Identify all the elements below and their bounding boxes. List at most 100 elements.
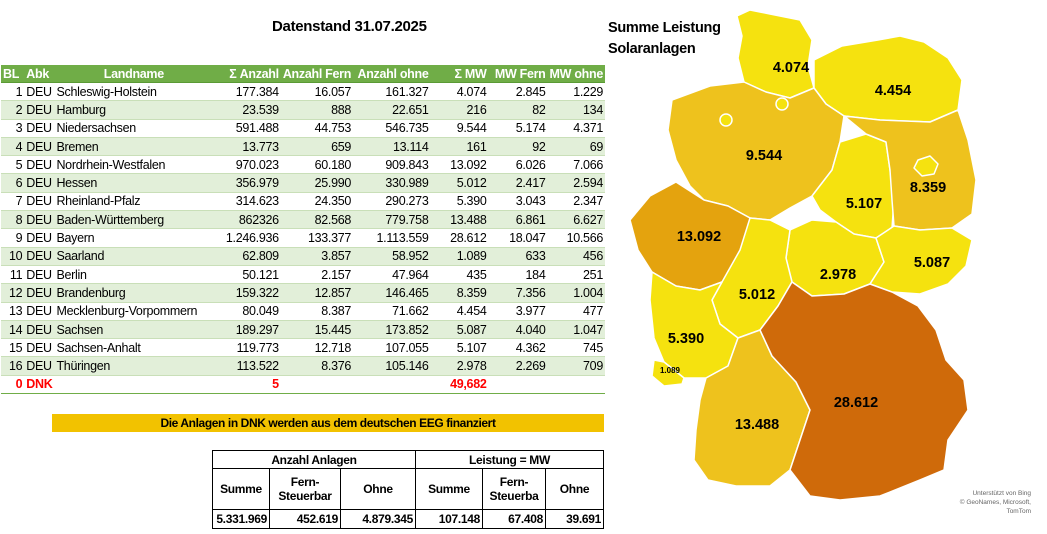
table-cell: DEU xyxy=(24,119,55,138)
summary-col-fern: Fern-Steuerbar xyxy=(269,468,341,510)
map-credit-sources: © GeoNames, Microsoft, TomTom xyxy=(959,499,1031,515)
table-cell: 970.023 xyxy=(213,155,281,175)
table-cell: 16 xyxy=(1,356,25,376)
table-cell: 15.445 xyxy=(280,320,354,340)
table-cell: 2.594 xyxy=(547,173,605,193)
table-cell: DEU xyxy=(24,155,55,175)
table-cell: Schleswig-Holstein xyxy=(54,82,214,102)
table-cell: 23.539 xyxy=(213,100,281,120)
table-cell: 60.180 xyxy=(280,155,354,175)
column-header: BL xyxy=(1,65,25,83)
table-cell: 546.735 xyxy=(353,119,431,138)
table-cell: 1.004 xyxy=(547,283,605,303)
summary-value: 4.879.345 xyxy=(340,509,416,529)
table-cell: 3.043 xyxy=(488,192,548,212)
table-cell: 3.857 xyxy=(280,247,354,266)
table-cell: 2.417 xyxy=(488,173,548,193)
table-cell: 5.012 xyxy=(430,173,489,193)
map-region-hamburg xyxy=(775,97,789,111)
summary-group-count: Anzahl Anlagen xyxy=(212,450,416,469)
column-header: MW ohne xyxy=(547,65,605,83)
table-cell: 113.522 xyxy=(213,356,281,376)
table-cell: 251 xyxy=(547,265,605,285)
table-cell: 6.861 xyxy=(488,210,548,230)
table-cell: DEU xyxy=(24,228,55,248)
summary-value: 452.619 xyxy=(269,509,341,529)
table-cell: Baden-Württemberg xyxy=(54,210,214,230)
map-label-bw: 13.488 xyxy=(735,417,779,433)
table-cell: 888 xyxy=(280,100,354,120)
table-cell: DEU xyxy=(24,192,55,212)
table-cell: 13.488 xyxy=(430,210,489,230)
table-cell: 24.350 xyxy=(280,192,354,212)
table-cell: 8 xyxy=(1,210,25,230)
table-cell: 14 xyxy=(1,320,25,340)
table-cell: 3.977 xyxy=(488,302,548,321)
summary-table: Anzahl Anlagen Leistung = MW Summe Fern-… xyxy=(212,450,604,529)
map-label-st: 5.107 xyxy=(846,196,882,212)
table-cell: DEU xyxy=(24,320,55,340)
table-cell: 4.371 xyxy=(547,119,605,138)
table-cell: 82.568 xyxy=(280,210,354,230)
table-cell: 5 xyxy=(213,375,281,395)
map-label-ni: 9.544 xyxy=(746,148,782,164)
table-row: 9 DEU Bayern 1.246.936 133.377 1.113.559 28.61… xyxy=(1,228,605,248)
table-cell: 709 xyxy=(547,356,605,376)
column-header: Abk xyxy=(24,65,55,83)
table-row: 12 DEU Brandenburg 159.322 12.857 146.465 8.35… xyxy=(1,283,605,303)
column-header: Σ Anzahl xyxy=(213,65,281,83)
table-cell: 25.990 xyxy=(280,173,354,193)
table-cell: 8.376 xyxy=(280,356,354,376)
table-row: 10 DEU Saarland 62.809 3.857 58.952 1.089 633 45… xyxy=(1,247,605,266)
table-cell: 28.612 xyxy=(430,228,489,248)
map-region-mecklenburg-vorpommern xyxy=(813,35,963,123)
table-cell: Berlin xyxy=(54,265,214,285)
table-cell: 4 xyxy=(1,137,25,157)
table-row: 7 DEU Rheinland-Pfalz 314.623 24.350 290.273 5… xyxy=(1,192,605,212)
map-label-mv: 4.454 xyxy=(875,83,911,99)
table-cell: Sachsen xyxy=(54,320,214,340)
table-cell: 2.157 xyxy=(280,265,354,285)
table-row: 13 DEU Mecklenburg-Vorpommern 80.049 8.387 71… xyxy=(1,302,605,321)
column-header: Σ MW xyxy=(430,65,489,83)
table-cell: Brandenburg xyxy=(54,283,214,303)
table-cell: 633 xyxy=(488,247,548,266)
table-cell: 6.627 xyxy=(547,210,605,230)
table-cell: 12.857 xyxy=(280,283,354,303)
table-cell: 2.978 xyxy=(430,356,489,376)
table-cell: 16.057 xyxy=(280,82,354,102)
table-cell: 909.843 xyxy=(353,155,431,175)
table-cell: 4.454 xyxy=(430,302,489,321)
table-cell: 15 xyxy=(1,338,25,358)
table-cell: 13.092 xyxy=(430,155,489,175)
table-cell: 18.047 xyxy=(488,228,548,248)
dnk-financing-note: Die Anlagen in DNK werden aus dem deutsc… xyxy=(52,414,604,432)
table-cell: 6.026 xyxy=(488,155,548,175)
table-cell: 3 xyxy=(1,119,25,138)
summary-col-fern-mw: Fern-Steuerba xyxy=(482,468,546,510)
column-header: MW Fern xyxy=(488,65,548,83)
table-cell: 745 xyxy=(547,338,605,358)
table-cell: 1.229 xyxy=(547,82,605,102)
map-label-nw: 13.092 xyxy=(677,229,721,245)
table-cell: 49,682 xyxy=(430,375,489,395)
summary-col-ohne-mw: Ohne xyxy=(545,468,604,510)
map-label-sh: 4.074 xyxy=(773,60,809,76)
table-cell: DEU xyxy=(24,356,55,376)
table-cell: 0 xyxy=(1,375,25,395)
map-label-rp: 5.390 xyxy=(668,331,704,347)
table-row: 3 DEU Niedersachsen 591.488 44.753 546.735 9.5… xyxy=(1,119,605,138)
table-cell: 71.662 xyxy=(353,302,431,321)
table-cell: Mecklenburg-Vorpommern xyxy=(54,302,214,321)
table-cell: 159.322 xyxy=(213,283,281,303)
table-cell: 356.979 xyxy=(213,173,281,193)
table-cell: 1.246.936 xyxy=(213,228,281,248)
table-cell: 7 xyxy=(1,192,25,212)
table-cell: 862326 xyxy=(213,210,281,230)
table-cell: 435 xyxy=(430,265,489,285)
table-cell: 9 xyxy=(1,228,25,248)
table-cell: 1.113.559 xyxy=(353,228,431,248)
summary-col-summe: Summe xyxy=(212,468,270,510)
table-cell: 8.387 xyxy=(280,302,354,321)
table-cell: 146.465 xyxy=(353,283,431,303)
